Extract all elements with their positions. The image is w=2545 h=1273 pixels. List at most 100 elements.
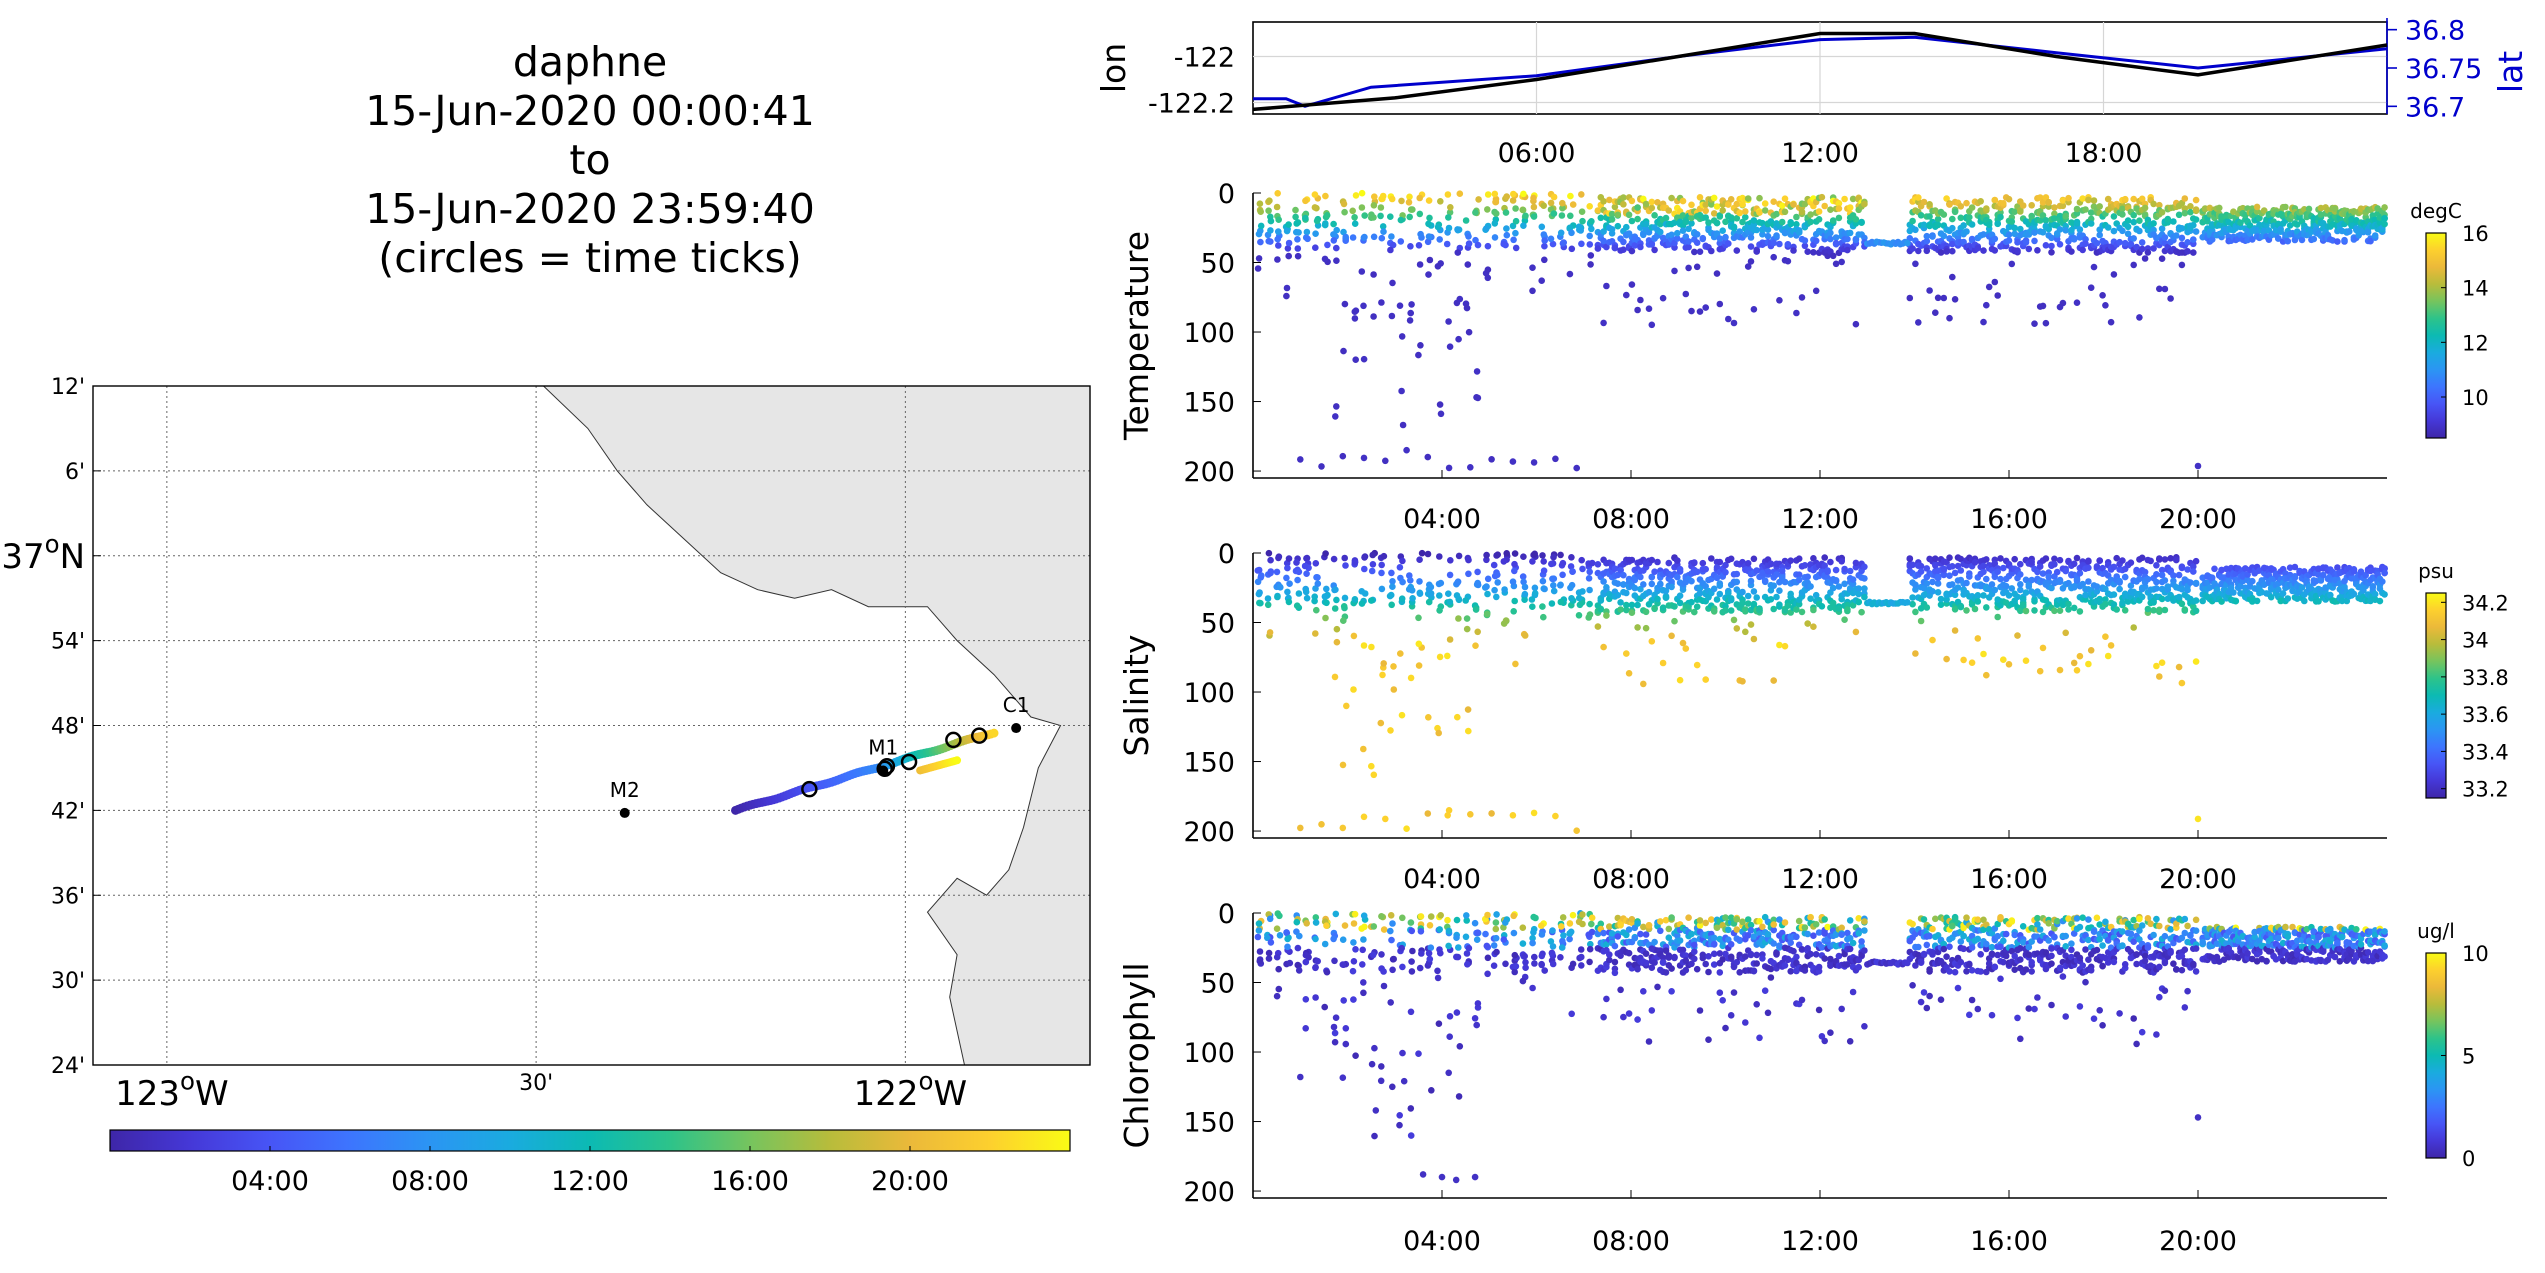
salinity-panel-point (2053, 568, 2061, 576)
salinity-panel-point (1361, 565, 1368, 573)
salinity-panel-point (1997, 575, 2004, 583)
salinity-panel-point (1983, 671, 1990, 679)
salinity-panel-point (1484, 575, 1492, 583)
salinity-panel-point (1648, 573, 1656, 581)
chlorophyll-panel-point (2019, 923, 2027, 930)
temperature-panel-point (1985, 221, 1993, 228)
salinity-panel-point (2008, 585, 2016, 592)
temperature-panel-point (1628, 197, 1636, 205)
salinity-panel-point (1369, 561, 1377, 568)
salinity-panel-point (1614, 591, 1622, 599)
chlorophyll-panel-point (1419, 1171, 1427, 1178)
temperature-panel-point (2031, 320, 2038, 328)
salinity-panel-point (1285, 598, 1293, 606)
salinity-panel-point (1693, 661, 1701, 669)
temperature-panel-point (2059, 202, 2067, 210)
salinity-panel-point (2376, 597, 2384, 605)
temperature-panel-point (1929, 233, 1936, 240)
temperature-panel-point (2178, 261, 2186, 269)
temperature-panel-point (1793, 309, 1800, 317)
chlorophyll-panel-point (2025, 943, 2033, 951)
chlorophyll-panel-point (1614, 933, 1622, 940)
salinity-panel-point (1332, 586, 1339, 593)
chlorophyll-panel-point (1764, 1009, 1772, 1017)
temperature-panel-point (1750, 306, 1758, 313)
chlorophyll-panel-point (1716, 950, 1724, 957)
temperature-panel-point (1827, 229, 1834, 237)
temperature-panel-point (1722, 218, 1729, 226)
salinity-panel-point (1807, 583, 1814, 590)
chlorophyll-panel-point (1389, 966, 1396, 974)
temperature-panel-point (1909, 217, 1916, 225)
chlorophyll-panel-point (1558, 923, 1565, 930)
temperature-panel-point (2076, 226, 2084, 233)
temperature-panel-point (2249, 236, 2256, 243)
time-colorbar: 04:00 08:00 12:00 16:00 20:00 (109, 1129, 1071, 1197)
temperature-panel-point (1753, 226, 1760, 234)
temperature-panel-point (1912, 260, 1919, 268)
salinity-panel-point (1321, 593, 1329, 600)
temperature-panel-point (1795, 228, 1803, 236)
temperature-panel-point (2133, 243, 2140, 251)
chlorophyll-panel-point (1549, 943, 1557, 950)
chlorophyll-panel-point (1387, 999, 1394, 1006)
salinity-panel-point (1436, 607, 1443, 614)
chlorophyll-panel-point (1286, 959, 1294, 967)
salinity-panel-point (1971, 559, 1979, 566)
temperature-panel-point (1500, 240, 1507, 248)
salinity-panel-point (1528, 596, 1536, 603)
chlorophyll-panel-point (1371, 1132, 1378, 1140)
temperature-panel-point (1985, 283, 1993, 291)
temperature-panel-point (2246, 222, 2254, 229)
temperature-panel-point (1530, 203, 1538, 211)
temperature-panel-x-tick-label: 20:00 (2159, 504, 2237, 535)
temperature-panel-point (1294, 245, 1302, 252)
temperature-panel-point (1340, 347, 1347, 355)
chlorophyll-panel-point (1917, 998, 1925, 1006)
salinity-panel-point (1767, 596, 1775, 603)
chlorophyll-panel-point (1753, 1001, 1760, 1008)
chlorophyll-panel-point (1446, 1033, 1453, 1040)
temperature-panel-point (1968, 235, 1976, 243)
salinity-panel-point (1465, 727, 1472, 735)
salinity-panel-point (2175, 571, 2183, 579)
salinity-panel-point (1642, 624, 1650, 632)
chlorophyll-panel-point (1929, 925, 1936, 933)
temperature-panel-point (1503, 225, 1510, 232)
salinity-panel-point (2116, 579, 2123, 586)
salinity-panel-point (1488, 810, 1495, 817)
temperature-panel-point (1608, 216, 1616, 223)
salinity-panel-point (2192, 658, 2200, 665)
chlorophyll-panel-point (1519, 924, 1527, 931)
chlorophyll-panel-point (1522, 964, 1529, 971)
temperature-panel-point (1770, 198, 1777, 205)
chlorophyll-panel-point (1691, 941, 1698, 949)
chlorophyll-panel-y-tick-label: 0 (1218, 899, 1235, 930)
temperature-panel-point (1475, 196, 1482, 203)
temperature-panel-point (2045, 225, 2052, 233)
salinity-panel-point (1974, 592, 1982, 600)
salinity-panel-x-tick-label: 20:00 (2159, 864, 2237, 895)
salinity-panel-point (1465, 570, 1472, 578)
temperature-panel-point (2341, 236, 2348, 244)
lon-lat-x-tick-label: 06:00 (1498, 138, 1576, 169)
salinity-panel-point (1575, 594, 1583, 602)
salinity-panel-point (1838, 558, 1845, 565)
salinity-panel-point (1360, 745, 1367, 753)
temperature-panel-point (1776, 297, 1783, 304)
salinity-panel-point (1462, 597, 1469, 604)
chlorophyll-panel-point (1827, 1029, 1834, 1036)
temperature-panel-point (2045, 199, 2052, 206)
salinity-panel-point (1521, 590, 1529, 598)
temperature-panel-point (1648, 198, 1656, 206)
chlorophyll-panel-point (1256, 957, 1264, 965)
chlorophyll-panel-point (1275, 985, 1283, 993)
chlorophyll-panel-point (1446, 1013, 1454, 1020)
salinity-panel-point (1974, 598, 1982, 605)
temperature-panel-point (1801, 200, 1809, 208)
chlorophyll-panel-point (1730, 989, 1738, 996)
chlorophyll-panel-point (1445, 927, 1453, 935)
temperature-panel-point (1586, 241, 1594, 248)
temperature-panel-point (1926, 201, 1933, 208)
temperature-panel-point (1456, 295, 1464, 303)
